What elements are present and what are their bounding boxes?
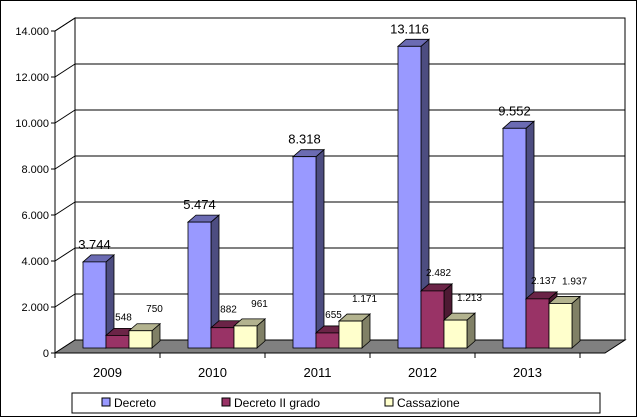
legend-label: Cassazione bbox=[397, 396, 460, 410]
bar-front bbox=[338, 320, 363, 349]
data-label: 961 bbox=[251, 299, 268, 310]
data-label: 9.552 bbox=[498, 103, 531, 118]
x-tick-label: 2012 bbox=[408, 365, 437, 380]
bar-front bbox=[233, 325, 258, 349]
bar-cassazione bbox=[127, 322, 162, 349]
legend-label: Decreto bbox=[114, 396, 156, 410]
y-tick-label: 14.000 bbox=[15, 26, 49, 38]
legend-swatch bbox=[101, 397, 111, 407]
bar-front bbox=[210, 327, 235, 349]
bar-front bbox=[443, 319, 468, 349]
gridline-side bbox=[54, 155, 76, 170]
bar-front bbox=[502, 127, 527, 349]
bar-decreto bbox=[186, 214, 221, 349]
data-label: 13.116 bbox=[390, 21, 429, 36]
bar-front bbox=[105, 334, 130, 349]
y-tick-label: 6.000 bbox=[21, 210, 49, 222]
data-label: 3.744 bbox=[78, 237, 111, 252]
gridline-side bbox=[54, 17, 76, 32]
y-tick-label: 8.000 bbox=[21, 164, 49, 176]
bar-cassazione bbox=[232, 318, 267, 349]
gridline-side bbox=[54, 109, 76, 124]
data-label: 548 bbox=[115, 312, 132, 323]
legend-swatch bbox=[221, 397, 231, 407]
y-tick-label: 12.000 bbox=[15, 72, 49, 84]
y-tick-label: 2.000 bbox=[21, 302, 49, 314]
side-wall bbox=[54, 17, 76, 354]
data-label: 2.137 bbox=[531, 276, 556, 287]
bar-side bbox=[315, 148, 325, 349]
gridline-side bbox=[54, 293, 76, 308]
data-label: 882 bbox=[220, 305, 237, 316]
x-tick-label: 2011 bbox=[304, 365, 332, 380]
bar-cassazione bbox=[337, 313, 372, 349]
bar-front bbox=[128, 330, 153, 349]
bar-front bbox=[397, 45, 422, 349]
bar-front bbox=[82, 261, 107, 349]
data-label: 1.937 bbox=[562, 276, 587, 287]
bar-front bbox=[315, 332, 340, 349]
data-label: 5.474 bbox=[183, 197, 216, 212]
bar-front bbox=[420, 290, 445, 349]
data-label: 2.482 bbox=[426, 268, 451, 279]
x-tick-label: 2009 bbox=[93, 365, 122, 380]
legend bbox=[71, 392, 601, 414]
y-tick-label: 10.000 bbox=[15, 118, 49, 130]
bar-cassazione bbox=[547, 295, 582, 349]
y-tick-label: 0 bbox=[43, 348, 49, 360]
bar-front bbox=[187, 221, 212, 349]
bar-cassazione bbox=[442, 312, 477, 349]
gridline-side bbox=[54, 63, 76, 78]
bar-decreto bbox=[291, 148, 326, 349]
y-tick-label: 4.000 bbox=[21, 256, 49, 268]
bar-front bbox=[548, 303, 573, 349]
gridline-side bbox=[54, 247, 76, 262]
legend-label: Decreto II grado bbox=[234, 396, 320, 410]
data-label: 1.213 bbox=[457, 293, 482, 304]
bar-decreto bbox=[396, 38, 431, 349]
legend-swatch bbox=[384, 397, 394, 407]
bar-front bbox=[292, 156, 317, 349]
x-tick-label: 2010 bbox=[198, 365, 227, 380]
data-label: 750 bbox=[146, 304, 163, 315]
data-label: 655 bbox=[325, 310, 342, 321]
bar-decreto bbox=[81, 254, 116, 349]
x-tick-label: 2013 bbox=[513, 365, 542, 380]
gridline-side bbox=[54, 201, 76, 216]
data-label: 8.318 bbox=[288, 132, 321, 147]
bar-front bbox=[525, 298, 550, 349]
bar-side bbox=[571, 295, 581, 349]
data-label: 1.171 bbox=[352, 294, 377, 305]
